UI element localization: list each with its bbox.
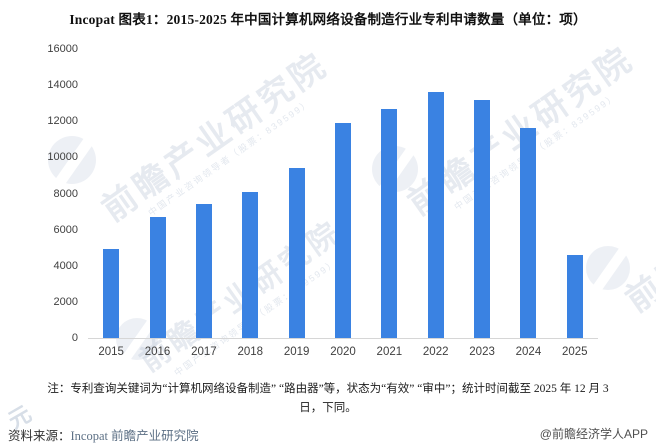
data-source-value: Incopat 前瞻产业研究院 xyxy=(70,429,199,443)
x-tick-label: 2025 xyxy=(562,346,588,358)
bar-2018 xyxy=(242,191,259,338)
y-tick-label: 16000 xyxy=(47,43,78,55)
bar-2019 xyxy=(288,168,305,338)
data-source: 资料来源：Incopat 前瞻产业研究院 xyxy=(8,425,199,444)
y-tick-label: 10000 xyxy=(47,151,78,164)
x-tick-label: 2020 xyxy=(330,346,356,358)
chart-title: Incopat 图表1：2015-2025 年中国计算机网络设备制造行业专利申请… xyxy=(69,12,587,27)
bar-2022 xyxy=(427,92,444,338)
x-axis-line xyxy=(88,338,598,339)
y-tick-label: 0 xyxy=(71,332,78,344)
x-tick-label: 2019 xyxy=(283,346,310,358)
footnote-line1: 注：专利查询关键词为“计算机网络设备制造” “路由器”等，状态为“有效” “审中… xyxy=(47,383,609,395)
bar-2021 xyxy=(381,108,398,338)
bar-2024 xyxy=(520,127,537,338)
data-source-label: 资料来源： xyxy=(8,429,71,443)
x-tick-label: 2023 xyxy=(469,346,495,358)
bar-2017 xyxy=(195,204,212,338)
x-tick-label: 2022 xyxy=(422,346,449,358)
credit-badge: @前瞻经济学人APP xyxy=(539,427,648,441)
footnote: 注：专利查询关键词为“计算机网络设备制造” “路由器”等，状态为“有效” “审中… xyxy=(6,380,650,418)
x-tick-label: 2024 xyxy=(515,346,542,358)
x-tick-label: 2016 xyxy=(144,346,171,358)
bar-2015 xyxy=(103,249,120,338)
bar-2020 xyxy=(335,123,351,338)
x-tick-label: 2018 xyxy=(237,346,264,358)
x-tick-label: 2015 xyxy=(98,346,124,358)
bar-2016 xyxy=(149,216,166,338)
y-tick-label: 12000 xyxy=(47,115,78,128)
x-tick-label: 2017 xyxy=(191,346,217,358)
y-tick-label: 2000 xyxy=(53,295,78,308)
x-tick-label: 2021 xyxy=(376,346,403,358)
bar-2025 xyxy=(566,254,583,338)
y-tick-label: 6000 xyxy=(53,223,78,236)
bar-2023 xyxy=(474,99,491,338)
y-tick-label: 14000 xyxy=(47,79,78,92)
footnote-line2: 日，下同。 xyxy=(299,402,357,414)
y-tick-label: 8000 xyxy=(53,187,78,200)
y-tick-label: 4000 xyxy=(53,259,78,272)
